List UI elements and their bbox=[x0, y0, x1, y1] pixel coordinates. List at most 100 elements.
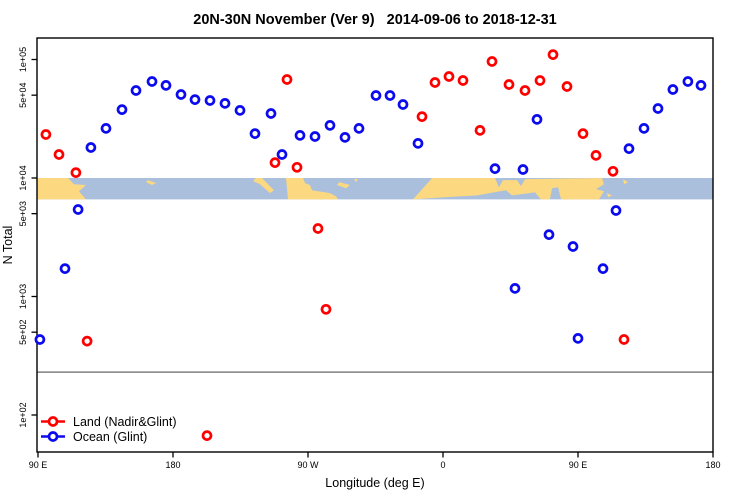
legend: Land (Nadir&Glint) Ocean (Glint) bbox=[41, 415, 177, 444]
data-point-land bbox=[70, 167, 82, 178]
legend-item-land: Land (Nadir&Glint) bbox=[41, 415, 177, 429]
data-point-ocean bbox=[610, 205, 622, 216]
x-axis: 90 E 180 90 W 0 90 E 180 bbox=[29, 452, 721, 470]
data-point-land bbox=[416, 111, 428, 122]
data-point-land bbox=[40, 129, 52, 140]
data-point-land bbox=[577, 128, 589, 139]
data-point-ocean bbox=[294, 130, 306, 141]
data-point-land bbox=[618, 334, 630, 345]
data-point-land bbox=[590, 150, 602, 161]
data-point-land bbox=[486, 56, 498, 67]
data-point-ocean bbox=[567, 241, 579, 252]
y-axis: 1e+05 5e+04 1e+04 5e+03 1e+03 5e+02 1e+02 bbox=[18, 47, 37, 428]
map-land-polygon bbox=[623, 179, 628, 185]
y-tick-label: 1e+05 bbox=[18, 47, 28, 72]
data-point-land bbox=[291, 161, 303, 173]
data-point-ocean bbox=[597, 263, 609, 274]
data-point-ocean bbox=[324, 120, 336, 131]
land-series-points bbox=[40, 49, 630, 441]
data-point-ocean bbox=[638, 123, 650, 134]
data-point-ocean bbox=[682, 76, 694, 87]
y-tick-label: 1e+02 bbox=[18, 402, 28, 427]
data-point-land bbox=[547, 49, 559, 60]
data-point-ocean bbox=[667, 84, 679, 95]
map-land-polygon bbox=[285, 178, 338, 200]
data-point-ocean bbox=[265, 108, 277, 119]
data-point-ocean bbox=[384, 90, 396, 101]
chart-title: 20N-30N November (Ver 9) 2014-09-06 to 2… bbox=[193, 12, 557, 28]
data-point-land bbox=[519, 85, 531, 96]
data-point-ocean bbox=[543, 229, 555, 240]
data-point-ocean bbox=[509, 283, 521, 294]
legend-land-symbol-icon bbox=[47, 416, 59, 427]
map-land-polygon bbox=[354, 179, 358, 183]
data-point-ocean bbox=[175, 89, 187, 100]
x-tick-label: 180 bbox=[165, 460, 180, 470]
map-band bbox=[37, 178, 713, 200]
legend-ocean-label: Ocean (Glint) bbox=[73, 430, 147, 444]
data-point-land bbox=[561, 81, 573, 92]
data-point-land bbox=[312, 223, 324, 234]
map-land-polygon bbox=[413, 178, 604, 200]
y-tick-label: 5e+04 bbox=[18, 83, 28, 108]
map-land-polygon bbox=[252, 178, 274, 194]
data-point-ocean bbox=[130, 85, 142, 96]
data-point-ocean bbox=[234, 105, 246, 116]
data-point-ocean bbox=[370, 90, 382, 101]
data-point-ocean bbox=[517, 164, 529, 175]
data-point-ocean bbox=[276, 149, 288, 160]
legend-land-label: Land (Nadir&Glint) bbox=[73, 415, 177, 429]
data-point-ocean bbox=[59, 263, 71, 274]
map-ocean bbox=[37, 178, 713, 200]
map-land-polygon bbox=[606, 193, 613, 198]
data-point-ocean bbox=[100, 123, 112, 134]
data-point-land bbox=[320, 303, 332, 315]
map-land-polygon bbox=[37, 178, 86, 200]
data-point-land bbox=[269, 157, 281, 168]
data-point-ocean bbox=[219, 98, 231, 109]
data-point-land bbox=[201, 430, 213, 441]
data-point-ocean bbox=[189, 94, 201, 105]
x-tick-label: 90 E bbox=[29, 460, 48, 470]
data-point-land bbox=[53, 149, 65, 160]
data-point-ocean bbox=[249, 128, 261, 139]
legend-item-ocean: Ocean (Glint) bbox=[41, 430, 147, 444]
ocean-series-points bbox=[34, 76, 707, 345]
data-point-land bbox=[607, 165, 619, 177]
y-tick-label: 1e+04 bbox=[18, 165, 28, 190]
data-point-ocean bbox=[489, 163, 501, 174]
data-point-ocean bbox=[116, 104, 128, 115]
data-point-ocean bbox=[146, 76, 158, 87]
data-point-land bbox=[443, 71, 455, 82]
data-point-ocean bbox=[572, 333, 584, 344]
data-point-ocean bbox=[397, 99, 409, 110]
data-point-ocean bbox=[412, 138, 424, 149]
x-tick-label: 0 bbox=[440, 460, 445, 470]
plot-frame bbox=[36, 37, 714, 453]
data-point-ocean bbox=[204, 95, 216, 106]
data-point-ocean bbox=[623, 143, 635, 154]
data-point-land bbox=[474, 125, 486, 136]
data-point-land bbox=[503, 79, 515, 90]
x-axis-title: Longitude (deg E) bbox=[325, 476, 424, 490]
y-axis-title: N Total bbox=[1, 226, 15, 265]
x-tick-label: 90 E bbox=[569, 460, 588, 470]
data-point-ocean bbox=[85, 142, 97, 153]
data-point-ocean bbox=[309, 131, 321, 142]
data-point-land bbox=[281, 74, 293, 85]
y-tick-label: 5e+03 bbox=[18, 201, 28, 226]
data-point-ocean bbox=[652, 103, 664, 114]
map-land-polygon bbox=[336, 182, 350, 189]
data-point-ocean bbox=[531, 114, 543, 125]
x-tick-label: 90 W bbox=[297, 460, 319, 470]
y-tick-label: 5e+02 bbox=[18, 320, 28, 345]
data-point-land bbox=[457, 75, 469, 86]
data-point-land bbox=[534, 75, 546, 86]
y-tick-label: 1e+03 bbox=[18, 284, 28, 309]
data-point-land bbox=[429, 77, 441, 88]
data-point-ocean bbox=[339, 132, 351, 143]
data-point-ocean bbox=[353, 123, 365, 134]
data-point-ocean bbox=[34, 334, 46, 345]
data-point-ocean bbox=[160, 80, 172, 91]
